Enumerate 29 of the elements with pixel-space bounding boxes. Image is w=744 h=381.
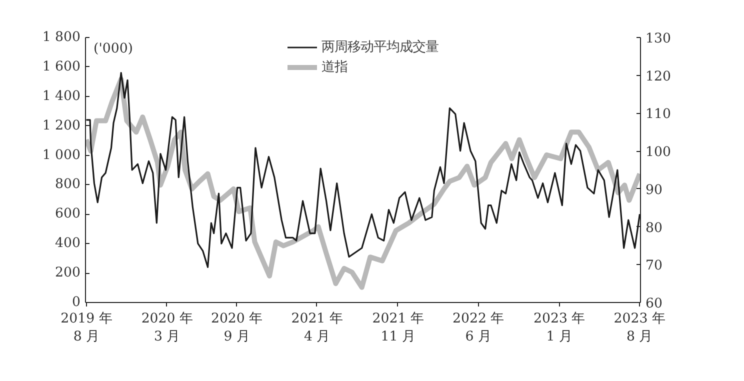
y-tick-label: 600 <box>55 206 81 222</box>
x-tick-label: 2023 年 1 月 <box>534 312 585 344</box>
y2-tick-label: 70 <box>646 258 662 274</box>
x-tick-label: 2021 年 11 月 <box>372 312 424 344</box>
legend-label: 道指 <box>322 59 348 76</box>
y2-tick-label: 110 <box>646 107 671 122</box>
legend-label: 两周移动平均成交量 <box>322 38 438 56</box>
y2-tick-label: 60 <box>646 296 662 312</box>
y-tick-label: 1 400 <box>42 88 80 104</box>
y-tick-label: 1 600 <box>42 59 80 74</box>
y-tick-label: 1 800 <box>42 30 80 45</box>
y-tick-label: 800 <box>55 177 81 192</box>
y2-tick-label: 90 <box>646 182 662 198</box>
x-tick-label: 2020 年 9 月 <box>210 312 262 344</box>
y2-tick-label: 130 <box>646 32 671 46</box>
x-tick-label: 2019 年 8 月 <box>60 312 112 344</box>
y-tick-label: 0 <box>72 295 81 310</box>
x-tick-label: 2023 年 8 月 <box>614 312 665 344</box>
y-tick-label: 400 <box>55 236 81 252</box>
y-tick-label: 1 200 <box>42 118 80 134</box>
y-tick-label: 200 <box>55 266 81 281</box>
x-tick-label: 2020 年 3 月 <box>141 312 192 344</box>
y2-tick-label: 120 <box>646 69 671 84</box>
y2-tick-label: 80 <box>646 220 662 236</box>
x-tick-label: 2022 年 6 月 <box>452 312 504 344</box>
annotation: ('000) <box>94 42 134 56</box>
y2-tick-label: 100 <box>646 145 671 160</box>
y-tick-label: 1 000 <box>42 148 80 163</box>
x-tick-label: 2021 年 4 月 <box>291 312 342 344</box>
